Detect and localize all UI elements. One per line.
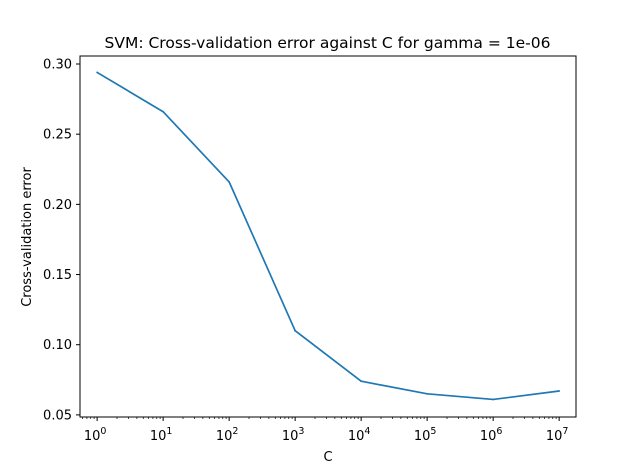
x-tick-label: 102 [216, 426, 239, 444]
y-tick-label: 0.15 [43, 268, 72, 283]
x-tick-label: 100 [84, 426, 107, 444]
data-point [360, 380, 363, 383]
data-point [294, 329, 297, 332]
data-point [96, 71, 99, 74]
y-axis-label: Cross-validation error [20, 167, 35, 307]
data-point [228, 181, 231, 183]
y-tick-label: 0.05 [43, 408, 72, 423]
data-point [426, 392, 429, 395]
data-point [162, 110, 165, 113]
x-tick-label: 103 [282, 426, 305, 444]
x-tick-label: 104 [348, 426, 371, 444]
x-tick-label: 105 [414, 426, 437, 444]
x-axis-label: C [323, 450, 332, 465]
chart-title: SVM: Cross-validation error against C fo… [105, 34, 551, 52]
y-tick-label: 0.10 [43, 338, 72, 353]
series-layer [96, 71, 561, 401]
x-tick-label: 101 [150, 426, 173, 444]
series-line [96, 71, 560, 401]
y-tick-label: 0.20 [43, 198, 72, 213]
x-tick-label: 107 [546, 426, 569, 444]
ticks-layer: 100 101 102 103 104 105 106 107 0.05 0.10 0.15 0.20… [43, 58, 568, 444]
data-point [558, 390, 561, 392]
plot-frame [79, 55, 577, 418]
y-tick-label: 0.30 [43, 58, 72, 73]
y-tick-label: 0.25 [43, 128, 72, 143]
data-point [492, 398, 495, 401]
x-tick-label: 106 [480, 426, 503, 444]
